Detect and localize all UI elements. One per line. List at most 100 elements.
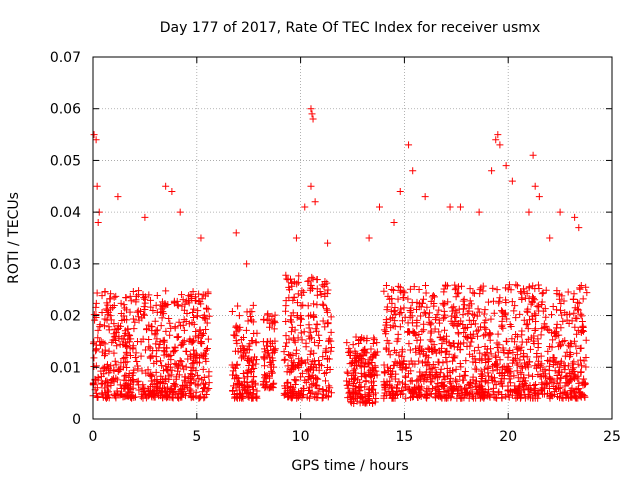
data-point-1148 [292,377,300,385]
data-point-2417 [407,308,415,316]
y-tick-label-1: 0.01 [50,360,81,376]
y-tick-label-2: 0.02 [50,309,81,325]
data-point-533 [110,293,118,301]
data-point-2235 [422,351,430,359]
data-point-657 [205,384,213,392]
data-point-350 [101,384,109,392]
data-point-2452 [560,297,568,305]
data-point-1816 [572,342,580,350]
data-point-1339 [351,357,359,365]
data-point-391 [114,367,122,375]
data-point-429 [180,365,188,373]
data-point-942 [323,308,331,316]
data-point-2249 [425,313,433,321]
data-point-259 [193,358,201,366]
data-point-561 [157,309,165,317]
data-point-2515 [447,394,455,402]
data-point-272 [92,299,100,307]
data-point-2517 [445,350,453,358]
data-point-877 [264,372,272,380]
data-point-2181 [449,357,457,365]
data-point-870 [261,371,269,379]
data-point-2062 [420,377,428,385]
y-tick-label-4: 0.04 [50,205,81,221]
data-point-360 [152,340,160,348]
data-point-2312 [416,392,424,400]
data-point-2087 [518,327,526,335]
data-point-2109 [387,307,395,315]
data-point-2489 [522,381,530,389]
data-point-786 [252,339,260,347]
data-point-1320 [363,337,371,345]
data-point-2441 [451,352,459,360]
data-point-2266 [435,328,443,336]
data-point-2005 [481,306,489,314]
data-point-903 [294,290,302,298]
data-point-779 [233,327,241,335]
data-point-336 [122,329,130,337]
data-point-249 [156,357,164,365]
data-point-1796 [553,290,561,298]
data-point-1155 [282,342,290,350]
data-point-826 [266,323,274,331]
data-point-331 [145,343,153,351]
data-point-2508 [513,386,521,394]
data-point-2404 [571,304,579,312]
data-point-2007 [490,309,498,317]
data-point-2532 [243,260,251,268]
data-point-546 [158,314,166,322]
data-point-2148 [521,294,529,302]
data-point-2338 [386,377,394,385]
data-point-181 [151,317,159,325]
data-point-591 [130,378,138,386]
data-point-532 [100,370,108,378]
data-point-2268 [437,381,445,389]
data-point-1125 [314,375,322,383]
data-point-613 [202,304,210,312]
data-point-1963 [516,310,524,318]
data-point-1121 [290,362,298,370]
data-point-2420 [469,373,477,381]
data-point-815 [249,394,257,402]
data-point-2051 [432,383,440,391]
data-point-884 [271,346,279,354]
data-point-1082 [322,369,330,377]
data-point-879 [263,338,271,346]
data-point-384 [196,353,204,361]
data-point-2161 [554,360,562,368]
data-point-1157 [287,316,294,324]
data-point-220 [203,319,211,327]
data-point-1851 [557,374,565,382]
data-point-2136 [503,362,511,370]
data-point-471 [110,320,118,328]
data-point-1374 [431,363,439,371]
data-point-1866 [520,316,528,324]
x-tick-label-3: 15 [395,429,413,445]
data-point-612 [150,390,158,398]
data-point-2326 [539,381,547,389]
data-point-1097 [285,350,293,358]
data-point-2316 [557,374,565,382]
data-point-1840 [427,390,435,398]
data-point-2152 [442,354,450,362]
data-point-883 [260,345,268,353]
data-point-1959 [439,382,447,390]
data-point-589 [170,379,178,387]
data-point-2321 [431,325,439,333]
data-point-1179 [343,368,351,376]
data-point-226 [189,309,197,317]
data-point-1960 [508,335,516,343]
data-point-1115 [327,389,335,397]
data-point-1987 [452,284,460,292]
data-point-2366 [564,379,572,387]
data-point-2255 [446,378,454,386]
data-point-1140 [321,323,329,331]
data-point-2032 [449,367,457,375]
data-point-2076 [492,361,500,369]
data-point-489 [123,316,131,324]
data-point-285 [106,295,114,303]
data-point-981 [282,332,290,340]
data-point-2344 [529,282,537,290]
data-point-2375 [412,345,420,353]
data-point-803 [233,393,241,401]
